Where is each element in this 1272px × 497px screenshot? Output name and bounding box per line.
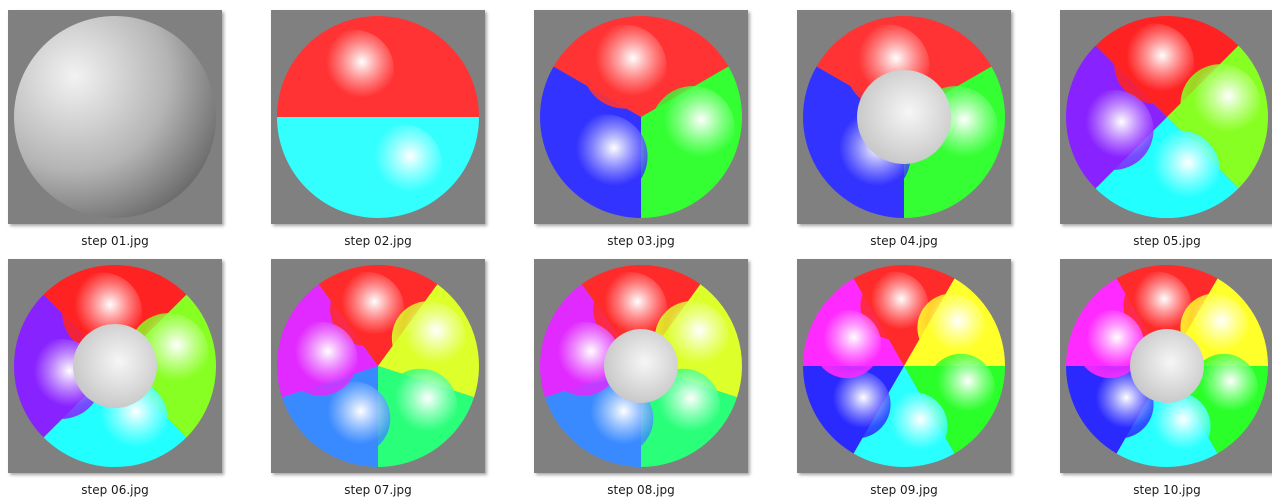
petal-ball-mark: [1114, 24, 1194, 104]
file-item[interactable]: step 09.jpg: [797, 259, 1011, 497]
thumbnail[interactable]: [797, 259, 1011, 473]
file-name[interactable]: step 06.jpg: [0, 483, 232, 497]
petal-ball-mark: [651, 86, 735, 170]
file-item[interactable]: step 01.jpg: [8, 10, 222, 248]
file-name[interactable]: step 01.jpg: [0, 234, 232, 248]
petal-ball-mark: [1140, 130, 1220, 210]
file-name[interactable]: step 04.jpg: [787, 234, 1021, 248]
petal-ball-mark: [383, 369, 457, 443]
file-name[interactable]: step 02.jpg: [261, 234, 495, 248]
file-item[interactable]: step 06.jpg: [8, 259, 222, 497]
center-ball-mark: [73, 324, 157, 408]
thumbnail[interactable]: [8, 10, 222, 224]
file-item[interactable]: step 10.jpg: [1060, 259, 1272, 497]
file-item[interactable]: step 07.jpg: [271, 259, 485, 497]
center-ball-mark: [857, 70, 951, 164]
file-name[interactable]: step 05.jpg: [1050, 234, 1272, 248]
file-item[interactable]: step 03.jpg: [534, 10, 748, 248]
file-name[interactable]: step 09.jpg: [787, 483, 1021, 497]
thumbnail[interactable]: [271, 10, 485, 224]
thumbnail[interactable]: [797, 10, 1011, 224]
file-item[interactable]: step 04.jpg: [797, 10, 1011, 248]
petal-ball-mark: [362, 124, 442, 204]
thumbnail[interactable]: [8, 259, 222, 473]
petal-ball-mark: [583, 25, 667, 109]
file-name[interactable]: step 07.jpg: [261, 483, 495, 497]
petal-ball-mark: [1180, 64, 1260, 144]
petal-ball-mark: [1074, 90, 1154, 170]
file-item[interactable]: step 05.jpg: [1060, 10, 1272, 248]
petal-ball-mark: [314, 30, 394, 110]
center-ball-mark: [1130, 329, 1204, 403]
thumbnail[interactable]: [271, 259, 485, 473]
file-name[interactable]: step 03.jpg: [524, 234, 758, 248]
thumbnail[interactable]: [534, 259, 748, 473]
file-item[interactable]: step 08.jpg: [534, 259, 748, 497]
sphere-mark: [14, 16, 216, 218]
file-name[interactable]: step 10.jpg: [1050, 483, 1272, 497]
petal-ball-mark: [813, 310, 881, 378]
file-name[interactable]: step 08.jpg: [524, 483, 758, 497]
petal-ball-mark: [392, 301, 466, 375]
thumbnail[interactable]: [1060, 10, 1272, 224]
petal-ball-mark: [917, 294, 985, 362]
petal-ball-mark: [823, 370, 891, 438]
thumbnail[interactable]: [534, 10, 748, 224]
petal-ball-mark: [283, 322, 357, 396]
center-ball-mark: [604, 329, 678, 403]
thumbnail[interactable]: [1060, 259, 1272, 473]
file-item[interactable]: step 02.jpg: [271, 10, 485, 248]
petal-ball-mark: [564, 114, 648, 198]
